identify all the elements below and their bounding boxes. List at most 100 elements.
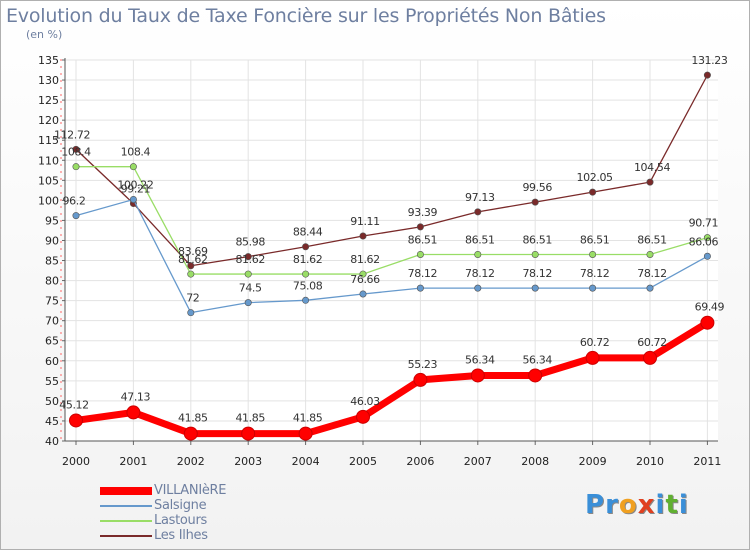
- x-tick-label-11: 2011: [693, 455, 721, 468]
- y-tick-label-11: 95: [45, 214, 59, 227]
- legend-label-1: Salsigne: [154, 498, 207, 513]
- series-1-point-1: [129, 195, 137, 203]
- series-0-label-10: 60.72: [637, 336, 667, 349]
- x-tick-label-3: 2003: [234, 455, 262, 468]
- y-tick-label-8: 80: [45, 275, 59, 288]
- series-0-point-3: [241, 426, 256, 441]
- series-3-label-1: 99.21: [121, 183, 151, 196]
- legend-swatch-0: [100, 487, 152, 495]
- x-tick-labels: 2000 2001 2002 2003 2004 2005 2006 2007 2008 2009…: [62, 455, 721, 468]
- series-3-point-4: [302, 243, 310, 251]
- series-1-label-5: 76.66: [350, 273, 380, 286]
- logo-letter-6: i: [678, 490, 689, 520]
- grid-lines: [65, 59, 718, 442]
- y-tick-label-19: 135: [38, 54, 59, 67]
- series-3-point-3: [244, 253, 252, 261]
- series-1-label-4: 75.08: [293, 279, 323, 292]
- series-0-label-1: 47.13: [121, 390, 151, 403]
- series-2-point-0: [72, 163, 80, 171]
- series-0-label-6: 55.23: [408, 358, 438, 371]
- series-2-point-4: [302, 270, 310, 278]
- y-tick-label-14: 110: [38, 154, 59, 167]
- series-1-point-0: [72, 212, 80, 220]
- y-tick-label-7: 75: [45, 295, 59, 308]
- x-tick-label-8: 2008: [521, 455, 549, 468]
- axes: [60, 58, 718, 445]
- logo-letter-4: i: [655, 490, 666, 520]
- legend-label-0: VILLANIèRE: [154, 483, 227, 498]
- series-2-point-7: [474, 250, 482, 258]
- series-3-label-8: 99.56: [522, 181, 552, 194]
- series-0-point-10: [643, 350, 657, 365]
- series-line-0: [75, 319, 710, 438]
- y-tick-label-6: 70: [45, 315, 59, 328]
- series-0-label-7: 56.34: [465, 353, 495, 366]
- series-3-label-0: 112.72: [54, 128, 90, 141]
- series-2-point-3: [244, 270, 252, 278]
- series-2-label-9: 86.51: [580, 233, 610, 246]
- data-labels: 45.12 47.13 41.85 41.85 41.85 46.03 55.23 56.34…: [54, 54, 728, 424]
- series-2-point-6: [416, 250, 424, 258]
- series-2-label-5: 81.62: [350, 253, 380, 266]
- series-1-label-0: 96.2: [63, 195, 86, 208]
- series-0-label-8: 56.34: [522, 353, 552, 366]
- series-0-point-11: [700, 315, 715, 330]
- series-2-label-11: 90.71: [689, 217, 719, 230]
- series-2-point-10: [646, 250, 654, 258]
- y-tick-label-12: 100: [38, 194, 59, 207]
- series-1-label-10: 78.12: [637, 267, 667, 280]
- legend-label-2: Lastours: [154, 513, 207, 528]
- x-tick-label-1: 2001: [119, 455, 147, 468]
- legend-swatch-3: [100, 535, 152, 537]
- series-1-point-6: [416, 284, 424, 292]
- legend-swatch-1: [100, 505, 152, 507]
- series-3-point-11: [703, 71, 711, 79]
- series-0-point-5: [356, 409, 370, 424]
- series-0-label-2: 41.85: [178, 412, 208, 425]
- legend-swatch-2: [100, 520, 152, 522]
- series-3-label-6: 93.39: [408, 206, 438, 219]
- series-1-label-2: 72: [186, 292, 199, 305]
- series-0-point-7: [470, 368, 485, 383]
- y-tick-label-18: 130: [38, 74, 59, 87]
- series-1-point-8: [531, 284, 539, 292]
- x-tick-label-10: 2010: [636, 455, 664, 468]
- series-1-label-11: 86.06: [689, 235, 719, 248]
- series-1-point-7: [474, 284, 482, 292]
- logo-letter-1: r: [605, 490, 619, 520]
- series-0-label-5: 46.03: [350, 395, 380, 408]
- y-tick-label-13: 105: [38, 174, 59, 187]
- x-tick-label-2: 2002: [177, 455, 205, 468]
- x-tick-label-6: 2006: [406, 455, 434, 468]
- series-2-label-7: 86.51: [465, 233, 495, 246]
- series-3-label-7: 97.13: [465, 191, 495, 204]
- series-line-1: [75, 198, 708, 314]
- x-tick-label-7: 2007: [464, 455, 492, 468]
- series-0-point-6: [413, 372, 428, 387]
- series-2-label-2: 81.62: [178, 253, 208, 266]
- series-3-label-3: 85.98: [235, 236, 265, 249]
- series-0-point-0: [69, 413, 83, 428]
- x-tick-label-5: 2005: [349, 455, 377, 468]
- series-1-point-2: [187, 309, 195, 317]
- series-3-label-2: 83.69: [178, 245, 208, 258]
- series-3-point-10: [646, 178, 654, 186]
- series-1-label-8: 78.12: [522, 267, 552, 280]
- series-2-point-8: [531, 250, 539, 258]
- series-3-point-9: [589, 188, 597, 196]
- series-3-label-5: 91.11: [350, 215, 380, 228]
- y-tick-label-17: 125: [38, 94, 59, 107]
- y-tick-label-0: 40: [45, 435, 59, 448]
- series-3-label-10: 104.54: [634, 161, 670, 174]
- series-2-label-1: 108.4: [121, 146, 151, 159]
- legend-label-3: Les Ilhes: [154, 528, 208, 543]
- series-0-point-8: [528, 368, 543, 383]
- series-1-label-7: 78.12: [465, 267, 495, 280]
- series-0-label-11: 69.49: [695, 301, 725, 314]
- series-3-point-6: [416, 223, 424, 231]
- series-1-point-4: [302, 296, 310, 304]
- series-1-point-9: [589, 284, 597, 292]
- series-2-point-2: [187, 270, 195, 278]
- series-3-point-5: [359, 232, 367, 240]
- series-1-label-3: 74.5: [239, 282, 262, 295]
